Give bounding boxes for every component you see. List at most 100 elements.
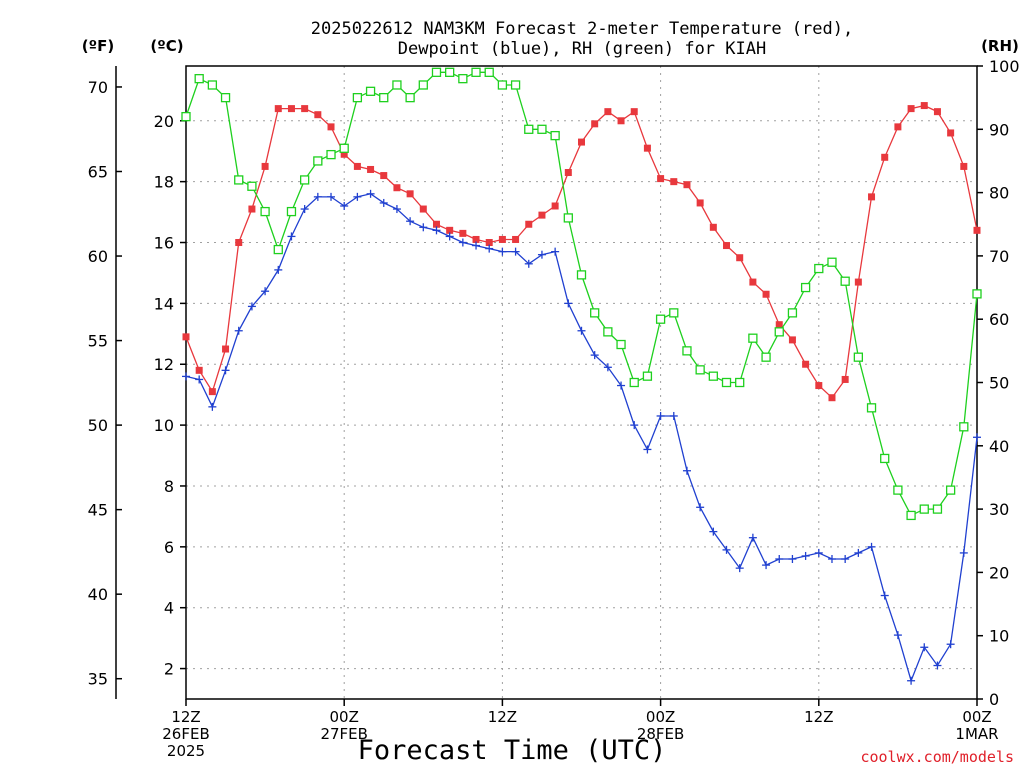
- chart-title-line-2: Dewpoint (blue), RH (green) for KIAH: [398, 39, 766, 59]
- fahrenheit-unit-label: (ºF): [82, 37, 114, 55]
- rh-point: [365, 86, 376, 96]
- dewpoint-point: [195, 375, 204, 384]
- temperature-point: [709, 223, 717, 231]
- temperature-point: [538, 211, 546, 219]
- dewpoint-point: [287, 232, 296, 241]
- temperature-point: [432, 220, 440, 228]
- temperature-point: [736, 254, 744, 262]
- temperature-point: [182, 333, 190, 341]
- rh-point: [431, 67, 442, 77]
- dewpoint-point: [511, 247, 520, 256]
- axes: 2 4 6 8 10 12 14 16 18 20 35 40 45 50 55 60 65 70 0 10 20 30 4…: [88, 57, 1020, 709]
- rh-point: [273, 244, 283, 255]
- temperature-point: [287, 105, 295, 113]
- rh-point: [695, 365, 705, 375]
- x-axis-label: Forecast Time (UTC): [358, 735, 667, 766]
- rh-point: [655, 314, 666, 324]
- temperature-point: [380, 172, 388, 180]
- rh-point: [893, 485, 903, 495]
- series-group: [181, 67, 982, 521]
- fahrenheit-tick-label: 65: [88, 163, 108, 182]
- dewpoint-point: [353, 192, 362, 201]
- rh-point: [220, 93, 231, 103]
- temperature-point: [353, 162, 361, 170]
- dewpoint-point: [221, 366, 230, 375]
- x-tick-label: 12Z: [171, 708, 200, 726]
- dewpoint-point: [419, 223, 428, 232]
- temperature-point: [222, 345, 230, 353]
- temperature-point: [657, 175, 665, 183]
- rh-point: [853, 352, 863, 362]
- celsius-tick-label: 6: [164, 538, 174, 557]
- temperature-point: [630, 108, 638, 116]
- rh-tick-label: 100: [989, 57, 1020, 76]
- rh-point: [510, 80, 521, 90]
- temperature-point: [248, 205, 256, 213]
- rh-point: [458, 74, 468, 84]
- rh-point: [299, 175, 310, 185]
- plot-frame: [185, 65, 978, 700]
- rh-point: [590, 308, 600, 318]
- rh-point: [471, 67, 481, 77]
- x-tick-label: 00Z: [962, 708, 991, 726]
- celsius-tick-label: 2: [164, 660, 174, 679]
- temperature-point: [920, 102, 928, 110]
- dewpoint-point: [340, 201, 349, 210]
- rh-point: [972, 289, 982, 299]
- dewpoint-point: [893, 631, 902, 640]
- temperature-point: [314, 111, 322, 119]
- rh-point: [642, 371, 653, 381]
- rh-tick-label: 50: [989, 374, 1009, 393]
- rh-point: [787, 308, 798, 318]
- temperature-point: [973, 226, 981, 234]
- rh-point: [234, 175, 244, 185]
- rh-point: [919, 504, 929, 514]
- dewpoint-point: [392, 205, 401, 214]
- dewpoint-point: [472, 241, 481, 250]
- celsius-tick-label: 10: [154, 416, 174, 435]
- temperature-point: [208, 388, 216, 396]
- rh-point: [563, 213, 573, 223]
- dewpoint-point: [327, 192, 336, 201]
- temperature-point: [564, 169, 572, 177]
- temperature-point: [907, 105, 915, 113]
- dewpoint-point: [445, 232, 454, 241]
- temperature-point: [854, 278, 862, 286]
- x-tick-label: 12Z: [804, 708, 833, 726]
- rh-point: [497, 80, 508, 90]
- dewpoint-point: [788, 555, 797, 564]
- dewpoint-point: [458, 238, 467, 247]
- credit-text: coolwx.com/models: [860, 748, 1014, 766]
- dewpoint-point: [551, 247, 560, 256]
- rh-point: [339, 143, 349, 153]
- rh-point: [207, 80, 218, 90]
- temperature-point: [406, 190, 414, 198]
- dewpoint-point: [577, 326, 586, 335]
- x-tick-label: 1MAR: [955, 725, 998, 743]
- dewpoint-point: [762, 561, 771, 570]
- temperature-point: [894, 123, 902, 131]
- rh-point: [603, 327, 613, 337]
- rh-point: [708, 371, 718, 381]
- rh-point: [484, 67, 494, 77]
- dewpoint-point: [524, 259, 533, 268]
- dewpoint-point: [630, 421, 639, 430]
- celsius-unit-label: (ºC): [150, 37, 183, 55]
- celsius-tick-label: 16: [154, 234, 174, 253]
- x-tick-label: 00Z: [646, 708, 675, 726]
- dewpoint-point: [775, 555, 784, 564]
- x-tick-label: 12Z: [488, 708, 517, 726]
- dewpoint-point: [867, 542, 876, 551]
- celsius-tick-label: 18: [154, 173, 174, 192]
- dewpoint-point: [814, 548, 823, 557]
- temperature-point: [578, 138, 585, 146]
- fahrenheit-tick-label: 55: [88, 332, 108, 351]
- rh-point: [405, 93, 415, 103]
- rh-point: [827, 257, 837, 267]
- dewpoint-point: [379, 198, 388, 207]
- dewpoint-point: [261, 287, 270, 296]
- temperature-point: [775, 321, 783, 329]
- rh-tick-label: 70: [989, 247, 1009, 266]
- temperature-point: [670, 178, 678, 186]
- dewpoint-point: [366, 189, 375, 198]
